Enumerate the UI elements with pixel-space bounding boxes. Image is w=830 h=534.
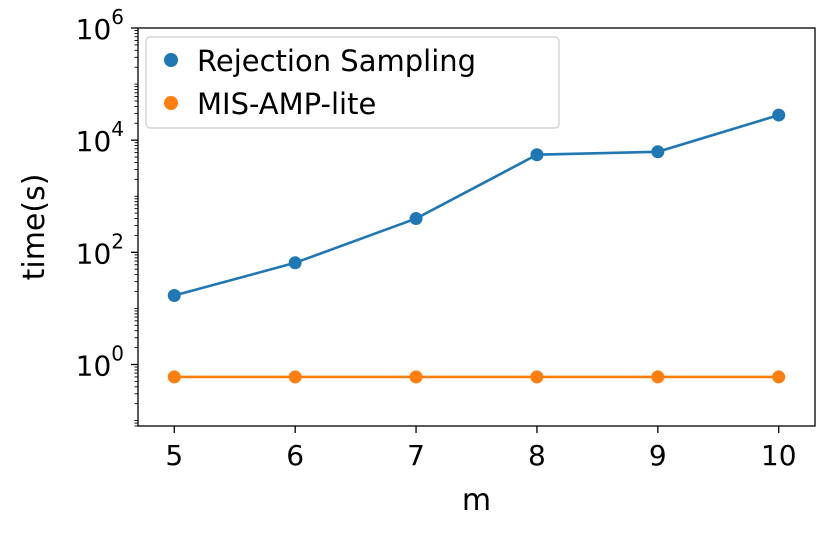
data-point xyxy=(167,370,181,384)
data-point xyxy=(772,370,786,384)
legend-item: Rejection Sampling xyxy=(164,44,476,78)
x-tick-label: 5 xyxy=(165,439,183,472)
plot-frame xyxy=(137,27,816,427)
series-line xyxy=(173,113,780,297)
legend-label: MIS-AMP-lite xyxy=(197,87,376,121)
series-layer xyxy=(167,108,786,384)
data-point xyxy=(409,370,423,384)
legend-marker xyxy=(164,53,178,67)
x-tick-label: 6 xyxy=(286,439,304,472)
legend-label: Rejection Sampling xyxy=(197,44,476,78)
data-point xyxy=(651,370,665,384)
y-tick-label: 106 xyxy=(76,5,124,46)
x-tick-label: 7 xyxy=(407,439,425,472)
data-point xyxy=(167,288,181,302)
data-point xyxy=(530,148,544,162)
y-tick-label: 104 xyxy=(76,117,124,158)
x-axis: 5 6 7 8 9 10 xyxy=(165,426,797,472)
legend: Rejection Sampling MIS-AMP-lite xyxy=(145,36,560,129)
data-point xyxy=(409,212,423,226)
data-point xyxy=(288,370,302,384)
legend-box xyxy=(145,36,560,129)
x-axis-title: m xyxy=(462,483,491,518)
series-0 xyxy=(167,108,786,302)
data-point xyxy=(651,145,665,159)
y-axis: 100 102 104 106 xyxy=(76,5,138,427)
y-axis-title: time(s) xyxy=(17,174,52,281)
y-tick-label: 102 xyxy=(76,229,124,270)
data-point xyxy=(530,370,544,384)
x-tick-label: 9 xyxy=(649,439,667,472)
x-tick-label: 8 xyxy=(528,439,546,472)
legend-item: MIS-AMP-lite xyxy=(164,87,376,121)
series-1 xyxy=(167,370,786,384)
legend-marker xyxy=(164,96,178,110)
data-point xyxy=(288,256,302,270)
x-tick-label: 10 xyxy=(761,439,797,472)
data-point xyxy=(772,108,786,122)
y-tick-label: 100 xyxy=(76,341,124,382)
